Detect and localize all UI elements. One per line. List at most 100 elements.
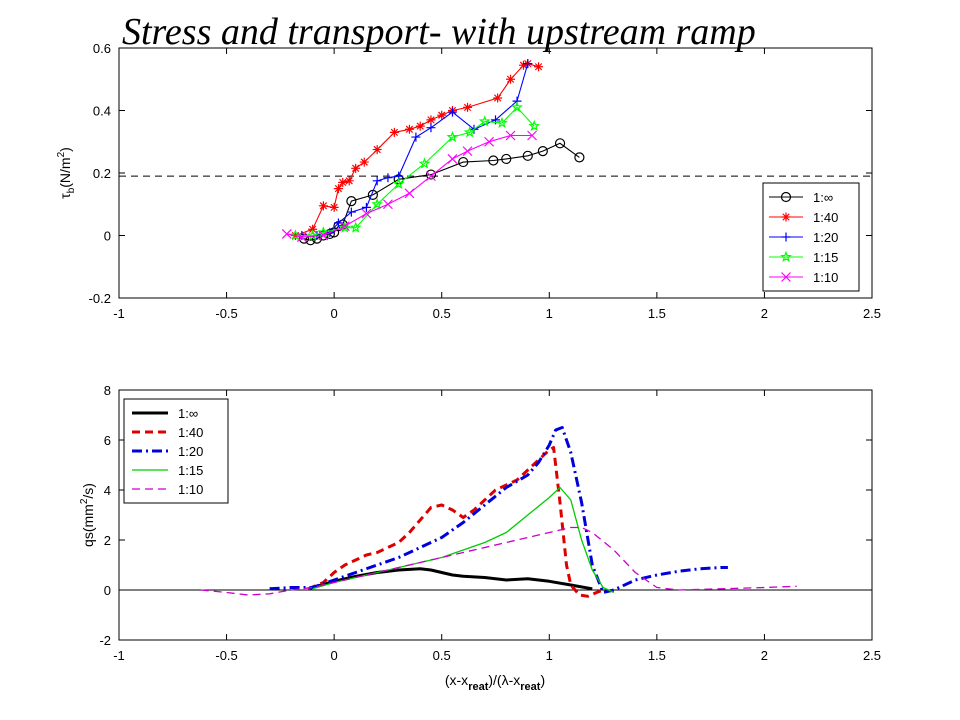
top-data-point bbox=[308, 224, 318, 234]
top-legend-label: 1:∞ bbox=[813, 190, 833, 205]
top-data-point bbox=[418, 157, 431, 169]
top-data-point bbox=[574, 152, 585, 163]
bottom-y-axis-label: qs(mm2/s) bbox=[79, 483, 96, 547]
top-xtick-label: 2.5 bbox=[863, 306, 881, 321]
top-data-point bbox=[446, 130, 459, 143]
top-data-point bbox=[437, 110, 447, 120]
top-xtick-label: 0.5 bbox=[433, 306, 451, 321]
top-data-point bbox=[518, 60, 528, 70]
shear-stress-chart: -1 -0.5 0 0.5 1 1.5 2 2.5 -0.2 0 0.2 0.4 0.6 τb(N/m… bbox=[56, 41, 881, 321]
top-data-point bbox=[361, 208, 372, 219]
top-xtick-label: 1 bbox=[546, 306, 553, 321]
xlabel-part-1: (x-x bbox=[445, 672, 468, 688]
top-data-point bbox=[349, 221, 362, 233]
bottom-ytick-label: 8 bbox=[104, 383, 111, 398]
top-data-point bbox=[333, 184, 343, 194]
bottom-ytick-label: 6 bbox=[104, 433, 111, 448]
top-y-axis-label: τb(N/m2) bbox=[56, 147, 77, 199]
bottom-ytick-label: -2 bbox=[99, 633, 111, 648]
bottom-series-group bbox=[200, 426, 797, 598]
top-ytick-label: 0.6 bbox=[93, 41, 111, 56]
top-data-point bbox=[339, 221, 350, 232]
top-data-point bbox=[383, 173, 393, 183]
top-series-2 bbox=[297, 59, 533, 240]
top-xtick-label: -0.5 bbox=[215, 306, 237, 321]
bottom-series-line-4 bbox=[200, 526, 797, 596]
bottom-legend-entry: 1:15 bbox=[132, 463, 203, 478]
top-ylabel-tau: τ bbox=[57, 193, 73, 199]
top-legend-marker bbox=[781, 232, 791, 242]
top-data-point bbox=[346, 207, 356, 217]
top-data-point bbox=[425, 169, 437, 180]
top-plot-area bbox=[118, 47, 873, 299]
top-series-line bbox=[295, 63, 539, 237]
bottom-xtick-label: 0 bbox=[331, 648, 338, 663]
top-data-point bbox=[346, 196, 357, 207]
top-data-point bbox=[462, 146, 473, 157]
top-data-point bbox=[329, 202, 339, 212]
top-data-point bbox=[306, 229, 319, 241]
top-data-point bbox=[426, 123, 436, 133]
top-ytick-label: -0.2 bbox=[89, 291, 111, 306]
top-legend-marker bbox=[780, 250, 792, 263]
top-ytick-label: 0.2 bbox=[93, 166, 111, 181]
top-series-line bbox=[301, 63, 529, 237]
top-legend-entry: 1:40 bbox=[769, 210, 838, 225]
top-data-point bbox=[505, 130, 516, 141]
bottom-series-line-1 bbox=[307, 446, 604, 598]
xlabel-part-2: )/(λ-x bbox=[488, 672, 520, 688]
bottom-x-axis: -1 -0.5 0 0.5 1 1.5 2 2.5 bbox=[113, 390, 881, 663]
top-data-point bbox=[392, 177, 405, 189]
top-data-point bbox=[522, 150, 533, 161]
top-data-point bbox=[338, 177, 348, 187]
top-legend-marker bbox=[781, 212, 791, 222]
top-legend-marker bbox=[780, 191, 792, 203]
top-data-point bbox=[537, 146, 548, 157]
bottom-ytick-label: 4 bbox=[104, 483, 111, 498]
bottom-ylabel-post: /s) bbox=[80, 483, 96, 499]
top-ylabel-sub: b bbox=[66, 187, 77, 193]
top-xtick-label: 2 bbox=[761, 306, 768, 321]
top-data-point bbox=[478, 115, 491, 127]
bottom-legend: 1:∞ 1:40 1:20 1:15 1:10 bbox=[123, 398, 229, 504]
bottom-xtick-label: -0.5 bbox=[215, 648, 237, 663]
top-data-point bbox=[493, 93, 503, 103]
top-legend-entry: 1:15 bbox=[769, 250, 838, 265]
top-data-point bbox=[534, 62, 544, 72]
top-xtick-label: 1.5 bbox=[648, 306, 666, 321]
bottom-y-axis: -2 0 2 4 6 8 bbox=[99, 383, 872, 648]
bottom-xtick-label: 2.5 bbox=[863, 648, 881, 663]
xlabel-part-3: ) bbox=[540, 672, 545, 688]
top-ylabel-unit: (N/m bbox=[57, 157, 73, 187]
top-legend-label: 1:20 bbox=[813, 230, 838, 245]
bottom-xtick-label: -1 bbox=[113, 648, 125, 663]
top-data-point bbox=[501, 153, 512, 165]
bottom-legend-label: 1:10 bbox=[178, 482, 203, 497]
top-data-point bbox=[523, 59, 533, 69]
top-xtick-label: 0 bbox=[331, 306, 338, 321]
top-legend-label: 1:15 bbox=[813, 250, 838, 265]
top-series-4 bbox=[281, 130, 537, 242]
top-data-point bbox=[463, 102, 473, 112]
top-series-3 bbox=[289, 101, 541, 241]
top-legend-entry: 1:10 bbox=[769, 270, 838, 285]
top-data-point bbox=[281, 229, 292, 239]
bottom-ytick-label: 2 bbox=[104, 533, 111, 548]
top-legend-marker bbox=[781, 272, 791, 282]
top-data-point bbox=[318, 230, 329, 241]
bottom-xtick-label: 0.5 bbox=[433, 648, 451, 663]
top-data-point bbox=[463, 126, 476, 138]
top-data-point bbox=[488, 155, 499, 166]
top-y-axis: -0.2 0 0.2 0.4 0.6 bbox=[89, 41, 872, 306]
top-xtick-label: -1 bbox=[113, 306, 125, 321]
bottom-legend-entry: 1:∞ bbox=[132, 406, 198, 421]
top-data-point bbox=[383, 199, 393, 210]
top-data-point bbox=[351, 163, 361, 173]
top-data-point bbox=[426, 171, 436, 182]
top-ytick-label: 0 bbox=[104, 229, 111, 244]
bottom-ytick-label: 0 bbox=[104, 583, 111, 598]
top-data-point bbox=[372, 176, 382, 186]
top-series-line bbox=[295, 106, 535, 237]
